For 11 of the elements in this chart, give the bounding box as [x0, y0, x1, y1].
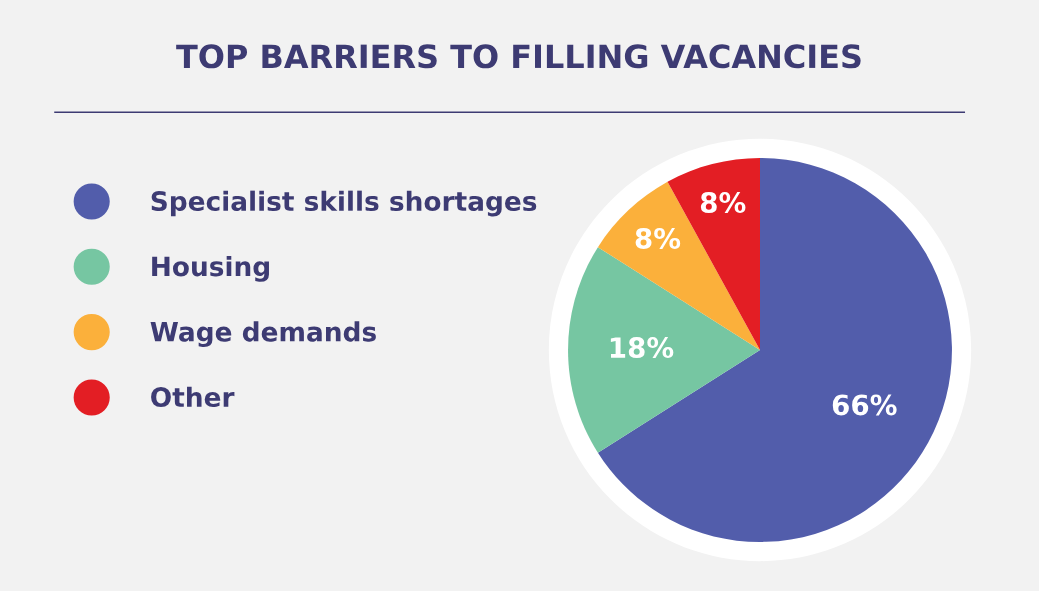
- chart-title: TOP BARRIERS TO FILLING VACANCIES: [176, 44, 861, 69]
- pie-slice: [568, 247, 760, 453]
- legend-label: Other: [151, 386, 235, 408]
- data-label: 8%: [700, 192, 746, 214]
- data-label: 8%: [635, 227, 681, 249]
- data-label: 18%: [610, 337, 674, 359]
- pie-slice: [597, 158, 952, 542]
- data-label: 66%: [832, 394, 897, 416]
- legend-label: Wage demands: [150, 321, 376, 348]
- legend-label: Housing: [152, 255, 269, 282]
- legend-label: Specialist skills shortages: [151, 190, 537, 217]
